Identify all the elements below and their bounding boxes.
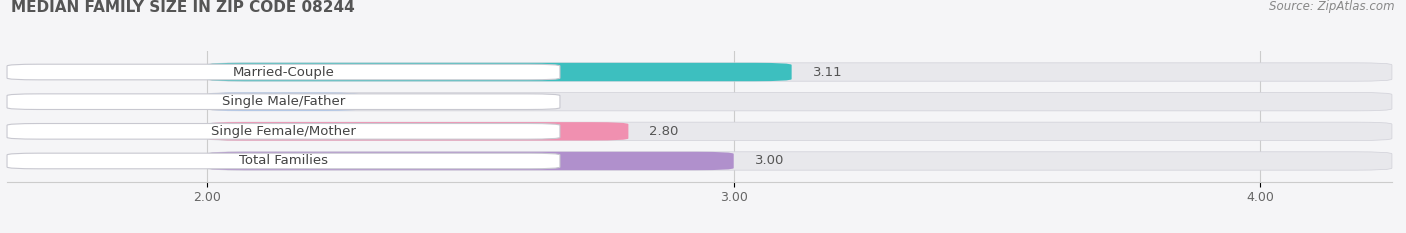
Text: Single Female/Mother: Single Female/Mother [211, 125, 356, 138]
Text: 2.80: 2.80 [650, 125, 679, 138]
FancyBboxPatch shape [207, 152, 734, 170]
Text: 3.11: 3.11 [813, 65, 842, 79]
FancyBboxPatch shape [207, 63, 792, 81]
Text: Single Male/Father: Single Male/Father [222, 95, 344, 108]
FancyBboxPatch shape [7, 94, 560, 110]
FancyBboxPatch shape [207, 122, 628, 140]
FancyBboxPatch shape [7, 153, 560, 169]
Text: Married-Couple: Married-Couple [232, 65, 335, 79]
FancyBboxPatch shape [7, 123, 560, 139]
Text: Source: ZipAtlas.com: Source: ZipAtlas.com [1270, 0, 1395, 13]
FancyBboxPatch shape [207, 93, 1392, 111]
FancyBboxPatch shape [207, 93, 360, 111]
FancyBboxPatch shape [7, 64, 560, 80]
FancyBboxPatch shape [207, 152, 1392, 170]
Text: 3.00: 3.00 [755, 154, 785, 168]
FancyBboxPatch shape [207, 63, 1392, 81]
Text: Total Families: Total Families [239, 154, 328, 168]
Text: 2.29: 2.29 [381, 95, 411, 108]
FancyBboxPatch shape [207, 122, 1392, 140]
Text: MEDIAN FAMILY SIZE IN ZIP CODE 08244: MEDIAN FAMILY SIZE IN ZIP CODE 08244 [11, 0, 354, 15]
